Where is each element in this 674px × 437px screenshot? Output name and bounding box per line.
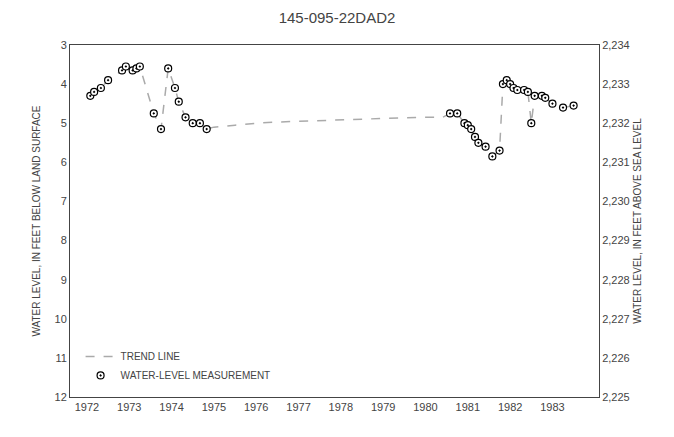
svg-text:9: 9 <box>61 274 67 286</box>
svg-text:1976: 1976 <box>244 401 268 413</box>
svg-text:12: 12 <box>55 391 67 403</box>
svg-text:WATER LEVEL, IN FEET BELOW LAN: WATER LEVEL, IN FEET BELOW LAND SURFACE <box>31 105 42 336</box>
svg-text:2,228: 2,228 <box>602 274 630 286</box>
svg-text:2,227: 2,227 <box>602 313 630 325</box>
svg-text:WATER-LEVEL MEASUREMENT: WATER-LEVEL MEASUREMENT <box>121 370 271 381</box>
svg-text:2,233: 2,233 <box>602 78 630 90</box>
svg-text:2,229: 2,229 <box>602 234 630 246</box>
svg-text:3: 3 <box>61 39 67 51</box>
svg-text:1977: 1977 <box>286 401 310 413</box>
svg-text:2,230: 2,230 <box>602 195 630 207</box>
svg-text:2,231: 2,231 <box>602 156 630 168</box>
svg-text:1982: 1982 <box>498 401 522 413</box>
svg-text:5: 5 <box>61 117 67 129</box>
svg-text:7: 7 <box>61 195 67 207</box>
svg-text:145-095-22DAD2: 145-095-22DAD2 <box>279 9 396 26</box>
svg-text:1975: 1975 <box>202 401 226 413</box>
svg-text:1972: 1972 <box>75 401 99 413</box>
svg-text:10: 10 <box>55 313 67 325</box>
svg-text:1980: 1980 <box>413 401 437 413</box>
svg-text:2,226: 2,226 <box>602 352 630 364</box>
svg-text:1978: 1978 <box>329 401 353 413</box>
svg-text:8: 8 <box>61 234 67 246</box>
svg-text:6: 6 <box>61 156 67 168</box>
svg-text:TREND LINE: TREND LINE <box>121 351 181 362</box>
svg-text:1983: 1983 <box>540 401 564 413</box>
svg-text:2,234: 2,234 <box>602 39 630 51</box>
svg-text:11: 11 <box>55 352 66 364</box>
svg-text:1973: 1973 <box>117 401 141 413</box>
svg-text:1981: 1981 <box>456 401 480 413</box>
svg-text:WATER LEVEL, IN FEET ABOVE SEA: WATER LEVEL, IN FEET ABOVE SEA LEVEL <box>632 118 643 324</box>
svg-text:4: 4 <box>61 78 67 90</box>
svg-text:1979: 1979 <box>371 401 395 413</box>
svg-text:1974: 1974 <box>159 401 183 413</box>
svg-text:2,232: 2,232 <box>602 117 630 129</box>
svg-text:2,225: 2,225 <box>602 391 630 403</box>
